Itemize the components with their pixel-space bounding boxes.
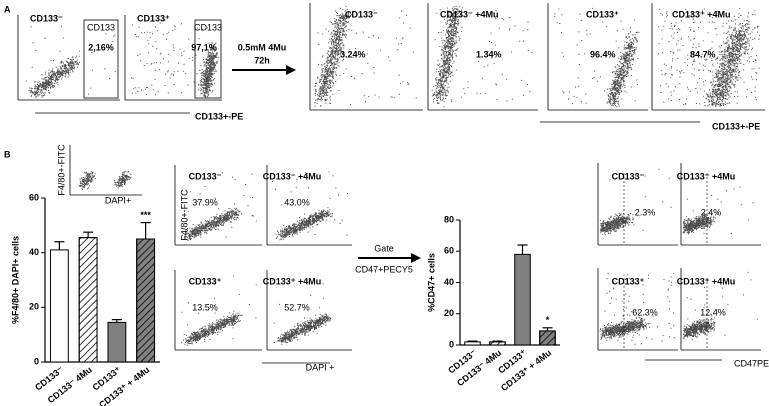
panel-label: A — [4, 4, 11, 14]
gate-value: 97,1% — [191, 42, 217, 52]
plot-value: 2.4% — [701, 207, 722, 217]
dots — [271, 171, 348, 241]
y-tick-label: 40 — [29, 247, 39, 257]
treatment: 72h — [254, 55, 270, 65]
dots — [114, 171, 132, 189]
y-tick-label: 60 — [29, 192, 39, 202]
plot-title: CD133⁺ +4Mu — [677, 276, 736, 286]
plot-title: CD133⁺ +4Mu — [263, 276, 322, 286]
bar — [107, 321, 127, 363]
treatment: 0.5mM 4Mu — [238, 42, 287, 52]
y-tick-label: 40 — [444, 277, 454, 287]
bar — [464, 341, 481, 346]
plot-title: CD133⁻ — [30, 13, 63, 23]
y-tick-label: 20 — [444, 308, 454, 318]
y-tick-label: 0 — [34, 356, 39, 366]
bar-hatch — [489, 341, 506, 346]
axis-label: CD47PECy5 + — [734, 358, 769, 368]
gate-box — [83, 19, 119, 99]
plot-value: 37.9% — [192, 197, 218, 207]
gate-text: Gate — [374, 243, 394, 253]
gate-name: CD133 — [194, 22, 222, 32]
gate-value: 2,16% — [88, 42, 114, 52]
arrow-head — [286, 65, 296, 75]
dots — [682, 176, 754, 235]
dots — [682, 271, 758, 341]
dots — [181, 275, 257, 346]
gate-text: CD47+PECY5 — [355, 264, 413, 274]
plot-title: CD133⁺ +4Mu — [672, 9, 731, 19]
plot-title: CD133⁻ +4Mu — [263, 171, 322, 181]
plot-value: 1.34% — [476, 49, 502, 59]
dots — [131, 19, 219, 98]
bar — [514, 253, 531, 346]
axis-label: F4/80+-FITC — [56, 144, 66, 196]
dots — [78, 171, 97, 190]
plot-value: 43.0% — [284, 197, 310, 207]
axis-label: CD133+-PE — [195, 111, 243, 121]
plot-value: 13.5% — [192, 302, 218, 312]
plot-title: CD133⁺ — [137, 13, 170, 23]
plot-title: CD133⁻ — [189, 171, 222, 181]
plot-title: CD133⁻ +4Mu — [677, 171, 736, 181]
gate-box — [194, 19, 222, 99]
y-tick-label: 20 — [29, 302, 39, 312]
arrow-head — [411, 253, 421, 263]
bar-hatch — [539, 330, 556, 346]
significance: * — [546, 315, 550, 325]
axis-label: CD133+-PE — [712, 121, 760, 131]
plot-title: CD133⁺ — [586, 9, 619, 19]
plot-value: 84.7% — [690, 49, 716, 59]
bar-hatch — [78, 237, 98, 363]
axis-label: DAPI+ — [105, 195, 131, 205]
plot-title: CD133⁻ +4Mu — [440, 9, 499, 19]
dots — [272, 279, 332, 345]
dots — [182, 172, 257, 241]
plot-value: 96.4% — [590, 49, 616, 59]
axis-label: F4/80+-FITC — [179, 189, 189, 241]
plot-value: 62.3% — [632, 307, 658, 317]
y-axis-label: %CD47+ cells — [426, 253, 436, 312]
bar-hatch — [136, 238, 156, 363]
plot-title: CD133⁺ — [612, 276, 645, 286]
dots — [25, 25, 116, 98]
dots — [658, 8, 760, 107]
axis-label: DAPI + — [306, 362, 335, 372]
dots — [314, 5, 417, 107]
plot-value: 3.24% — [340, 49, 366, 59]
dots — [599, 272, 675, 345]
plot-value: 12.4% — [700, 307, 726, 317]
plot-title: CD133⁻ — [345, 9, 378, 19]
bar — [49, 249, 69, 363]
significance: *** — [140, 210, 151, 220]
dots — [599, 168, 672, 236]
plot-title: CD133⁻ — [612, 171, 645, 181]
y-tick-label: 80 — [444, 214, 454, 224]
plot-value: 52.7% — [284, 302, 310, 312]
y-axis-label: %F4/80+ DAPI+ cells — [10, 236, 20, 324]
y-tick-label: 60 — [444, 246, 454, 256]
panel-label: B — [4, 149, 11, 159]
plot-title: CD133⁺ — [189, 276, 222, 286]
plot-value: 2.3% — [635, 207, 656, 217]
y-tick-label: 0 — [449, 339, 454, 349]
gate-name: CD133 — [87, 22, 115, 32]
dots — [431, 5, 533, 108]
dots — [554, 7, 640, 108]
